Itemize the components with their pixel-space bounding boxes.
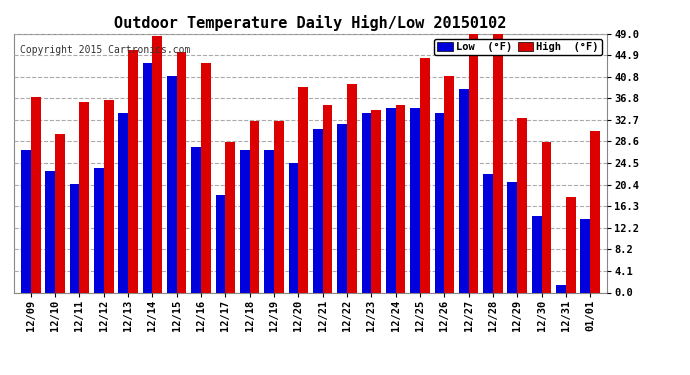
Bar [70,184,79,292]
Bar [226,142,235,292]
Bar [556,285,566,292]
Bar [566,198,575,292]
Bar [518,118,527,292]
Bar [128,50,138,292]
Bar [288,163,298,292]
Bar [337,123,347,292]
Bar [542,142,551,292]
Bar [507,182,518,292]
Bar [177,52,186,292]
Bar [216,195,226,292]
Bar [386,108,395,292]
Bar [362,113,371,292]
Bar [21,150,31,292]
Bar [274,121,284,292]
Bar [46,171,55,292]
Bar [580,219,590,292]
Bar [323,105,333,292]
Bar [347,84,357,292]
Bar [119,113,128,292]
Bar [435,113,444,292]
Bar [411,108,420,292]
Bar [152,36,162,292]
Bar [264,150,274,292]
Bar [313,129,323,292]
Bar [590,132,600,292]
Bar [483,174,493,292]
Bar [167,76,177,292]
Legend: Low  (°F), High  (°F): Low (°F), High (°F) [434,39,602,55]
Bar [469,34,478,292]
Bar [444,76,454,292]
Bar [420,57,430,292]
Bar [395,105,405,292]
Title: Outdoor Temperature Daily High/Low 20150102: Outdoor Temperature Daily High/Low 20150… [115,15,506,31]
Bar [250,121,259,292]
Bar [143,63,152,292]
Bar [104,100,114,292]
Bar [94,168,104,292]
Bar [532,216,542,292]
Text: Copyright 2015 Cartronics.com: Copyright 2015 Cartronics.com [20,45,190,56]
Bar [191,147,201,292]
Bar [31,97,41,292]
Bar [79,102,89,292]
Bar [55,134,65,292]
Bar [298,87,308,292]
Bar [493,34,502,292]
Bar [459,89,469,292]
Bar [371,110,381,292]
Bar [240,150,250,292]
Bar [201,63,210,292]
